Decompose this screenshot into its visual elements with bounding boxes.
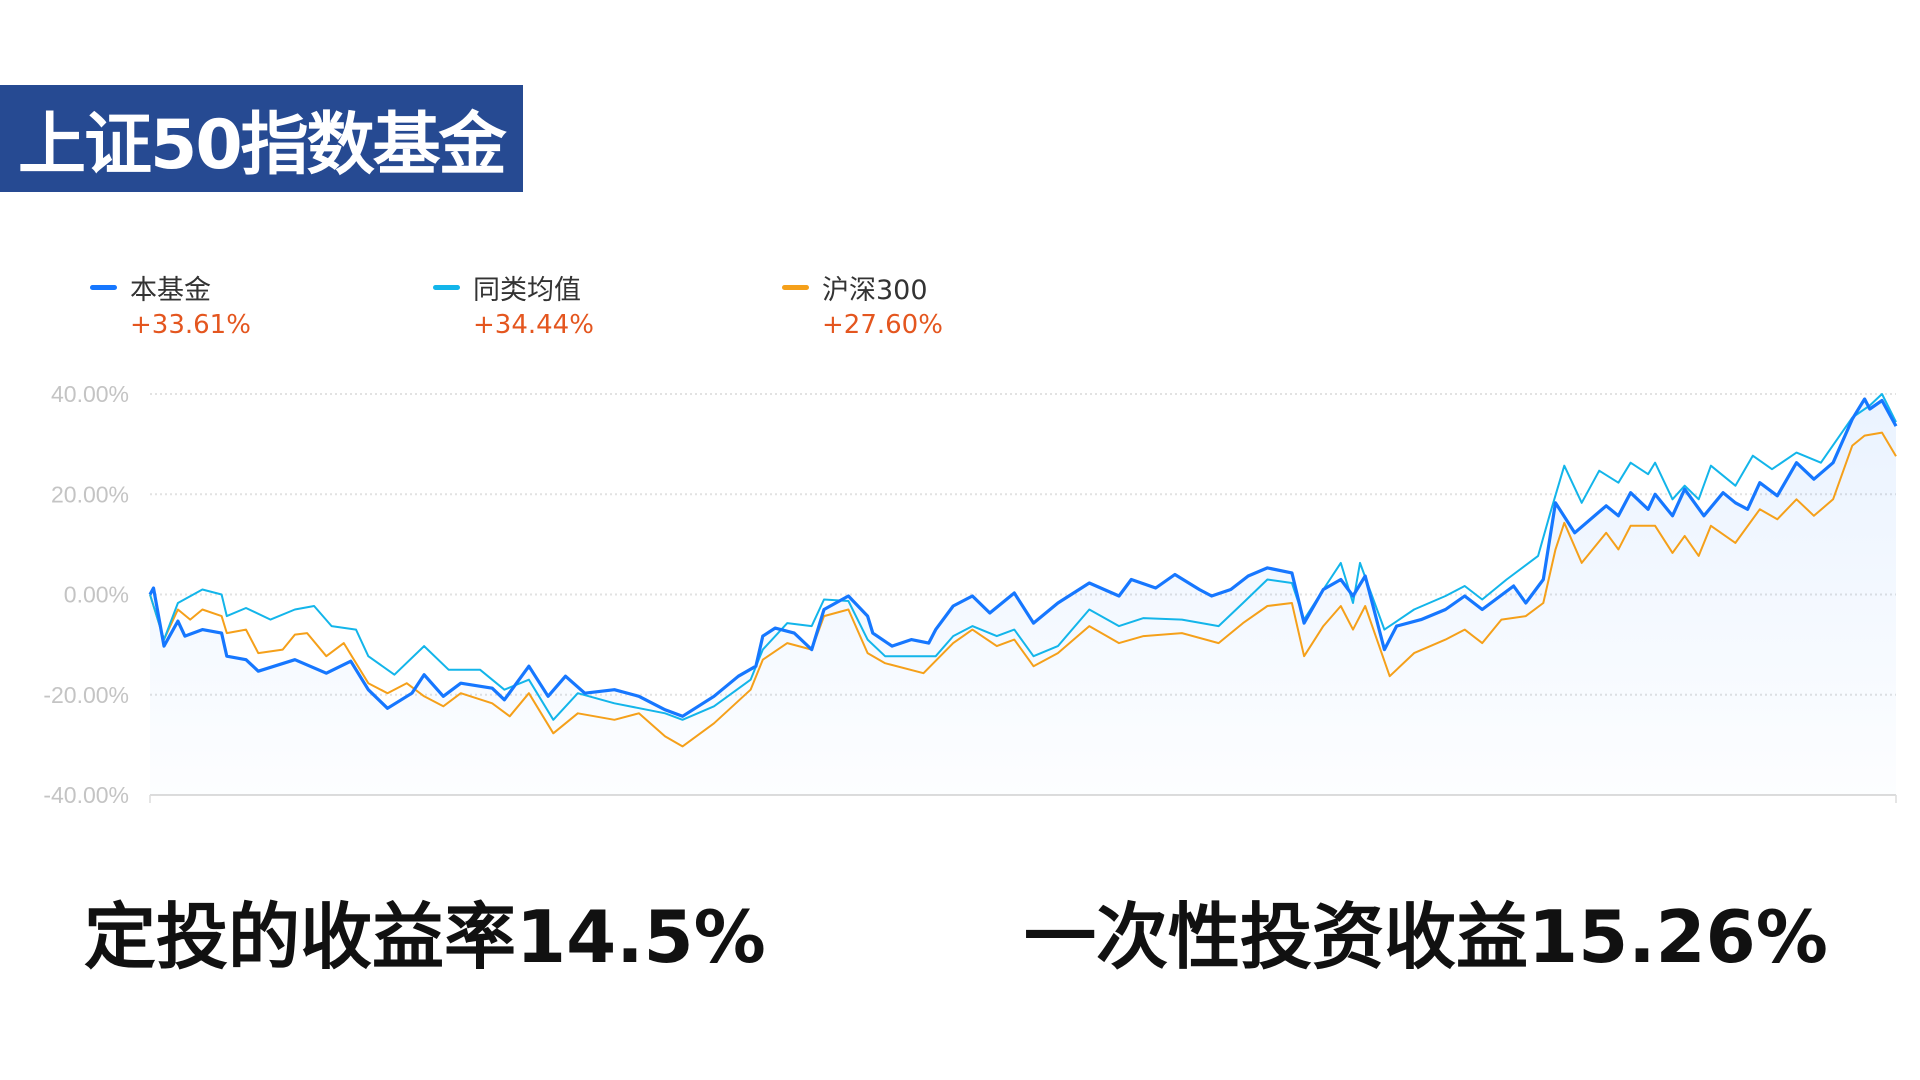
y-tick-label: -40.00% xyxy=(43,782,129,808)
legend-name: 同类均值 xyxy=(473,274,581,306)
legend-marker xyxy=(433,284,460,290)
lump-sum-return-text: 一次性投资收益15.26% xyxy=(1024,895,1828,979)
legend-item-fund: 本基金 +33.61% xyxy=(90,270,251,340)
legend-item-peer-average: 同类均值 +34.44% xyxy=(433,270,594,340)
title-banner: 上证50指数基金 xyxy=(0,85,523,192)
series-line-csi300 xyxy=(149,431,1897,748)
dca-return-text: 定投的收益率14.5% xyxy=(84,895,766,979)
legend-marker xyxy=(782,284,809,290)
legend-name: 本基金 xyxy=(130,274,211,306)
fund-area-fill xyxy=(150,399,1896,795)
y-tick-label: 20.00% xyxy=(51,481,129,507)
series-line-peer-average xyxy=(149,393,1897,721)
series-line-fund xyxy=(148,397,1898,718)
legend-marker xyxy=(90,284,117,290)
y-tick-label: 0.00% xyxy=(64,582,129,608)
legend-name: 沪深300 xyxy=(822,274,928,306)
legend-value: +33.61% xyxy=(130,310,251,340)
y-tick-label: -20.00% xyxy=(43,682,129,708)
legend-item-csi300: 沪深300 +27.60% xyxy=(782,270,943,340)
legend-value: +34.44% xyxy=(473,310,594,340)
page-title: 上证50指数基金 xyxy=(18,106,507,185)
legend-value: +27.60% xyxy=(822,310,943,340)
y-tick-label: 40.00% xyxy=(51,381,129,407)
